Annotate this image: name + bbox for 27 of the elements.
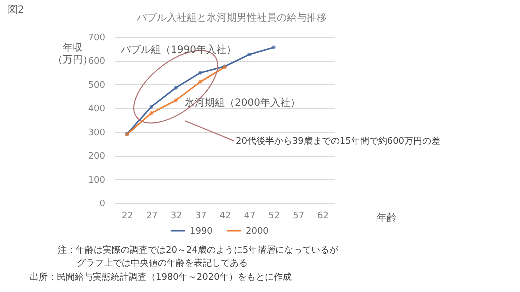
y-tick-label: 500: [88, 80, 106, 91]
x-tick-label: 32: [170, 212, 182, 222]
text: 出所：民間給与実態統計調査（1980年～2020年）をもとに作成: [30, 272, 292, 283]
y-tick-label: 200: [88, 152, 106, 162]
annotation: 20代後半から39歳までの15年間で約600万円の差: [236, 136, 441, 147]
legend-label: 1990: [190, 227, 214, 237]
y-tick-label: 300: [88, 128, 106, 138]
x-tick-label: 22: [122, 212, 134, 222]
caption: 図2: [8, 5, 24, 16]
text: グラフ上では中央値の年齢を表記してある: [77, 258, 248, 269]
chart-title: バブル入社組と氷河期男性社員の給与推移: [136, 12, 327, 24]
x-axis-title: 年齢: [377, 212, 397, 224]
y-tick-label: 600: [88, 57, 106, 68]
x-tick-label: 57: [293, 212, 305, 222]
x-tick-label: 37: [195, 212, 207, 222]
annotation: 氷河期組（2000年入社）: [185, 97, 300, 109]
y-tick-label: 100: [88, 176, 106, 186]
x-tick-label: 42: [220, 212, 232, 222]
y-tick-label: 700: [88, 34, 106, 44]
y-tick-label: 0: [100, 200, 106, 210]
text: 注：年齢は実際の調査では20～24歳のように5年階層になっているが: [58, 245, 340, 256]
x-tick-label: 47: [244, 212, 256, 222]
legend-label: 2000: [246, 227, 270, 237]
x-tick-label: 52: [268, 212, 280, 222]
x-tick-label: 27: [146, 212, 158, 222]
x-tick-label: 62: [318, 212, 330, 222]
y-tick-label: 400: [88, 104, 106, 115]
